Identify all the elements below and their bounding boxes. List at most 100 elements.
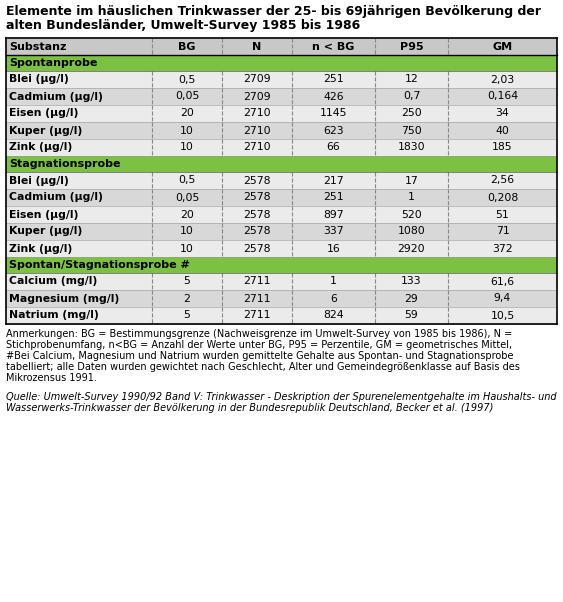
- Text: BG: BG: [178, 42, 196, 52]
- Bar: [6, 55, 557, 71]
- Text: 426: 426: [323, 92, 344, 102]
- Text: Blei (µg/l): Blei (µg/l): [9, 176, 69, 185]
- Text: Kuper (µg/l): Kuper (µg/l): [9, 226, 82, 237]
- Text: 5: 5: [184, 311, 190, 320]
- Text: Elemente im häuslichen Trinkwasser der 25- bis 69jährigen Bevölkerung der: Elemente im häuslichen Trinkwasser der 2…: [6, 5, 541, 18]
- Text: 17: 17: [405, 176, 418, 185]
- Text: tabelliert; alle Daten wurden gewichtet nach Geschlecht, Alter und Gemeindegröße: tabelliert; alle Daten wurden gewichtet …: [6, 362, 520, 372]
- Text: n < BG: n < BG: [312, 42, 355, 52]
- Text: Blei (µg/l): Blei (µg/l): [9, 75, 69, 84]
- Text: 2709: 2709: [243, 92, 271, 102]
- Text: 10: 10: [180, 226, 194, 237]
- Text: 20: 20: [180, 209, 194, 220]
- Bar: [6, 307, 557, 324]
- Bar: [6, 223, 557, 240]
- Bar: [6, 105, 557, 122]
- Text: 2710: 2710: [243, 108, 271, 119]
- Text: 1830: 1830: [397, 143, 425, 152]
- Bar: [6, 189, 557, 206]
- Text: Kuper (µg/l): Kuper (µg/l): [9, 125, 82, 135]
- Bar: [6, 38, 557, 55]
- Bar: [6, 122, 557, 139]
- Text: 66: 66: [327, 143, 341, 152]
- Text: 2709: 2709: [243, 75, 271, 84]
- Text: 2578: 2578: [243, 226, 271, 237]
- Text: 372: 372: [492, 243, 513, 253]
- Text: 2710: 2710: [243, 125, 271, 135]
- Bar: [6, 172, 557, 189]
- Text: 750: 750: [401, 125, 422, 135]
- Text: 251: 251: [323, 75, 344, 84]
- Text: 61,6: 61,6: [490, 276, 515, 287]
- Text: 2578: 2578: [243, 243, 271, 253]
- Text: Substanz: Substanz: [9, 42, 66, 52]
- Text: Eisen (µg/l): Eisen (µg/l): [9, 108, 78, 119]
- Text: 2: 2: [184, 294, 190, 303]
- Text: 2578: 2578: [243, 209, 271, 220]
- Text: 10: 10: [180, 143, 194, 152]
- Bar: [6, 257, 557, 273]
- Text: 520: 520: [401, 209, 422, 220]
- Text: 10: 10: [180, 125, 194, 135]
- Text: Magnesium (mg/l): Magnesium (mg/l): [9, 294, 119, 303]
- Text: 0,164: 0,164: [487, 92, 518, 102]
- Text: Wasserwerks-Trinkwasser der Bevölkerung in der Bundesrepublik Deutschland, Becke: Wasserwerks-Trinkwasser der Bevölkerung …: [6, 403, 493, 413]
- Text: alten Bundesländer, Umwelt-Survey 1985 bis 1986: alten Bundesländer, Umwelt-Survey 1985 b…: [6, 19, 360, 32]
- Text: 217: 217: [323, 176, 344, 185]
- Bar: [6, 88, 557, 105]
- Text: 250: 250: [401, 108, 422, 119]
- Text: 51: 51: [495, 209, 510, 220]
- Text: N: N: [252, 42, 262, 52]
- Text: 2710: 2710: [243, 143, 271, 152]
- Text: GM: GM: [493, 42, 512, 52]
- Bar: [6, 156, 557, 172]
- Bar: [6, 240, 557, 257]
- Bar: [6, 71, 557, 88]
- Text: Zink (µg/l): Zink (µg/l): [9, 143, 72, 152]
- Text: 251: 251: [323, 193, 344, 202]
- Text: 2578: 2578: [243, 193, 271, 202]
- Text: P95: P95: [400, 42, 423, 52]
- Text: 337: 337: [323, 226, 344, 237]
- Text: 897: 897: [323, 209, 344, 220]
- Text: Spontanprobe: Spontanprobe: [9, 58, 97, 68]
- Text: 824: 824: [323, 311, 344, 320]
- Text: 0,7: 0,7: [403, 92, 420, 102]
- Text: 133: 133: [401, 276, 422, 287]
- Text: 2920: 2920: [397, 243, 425, 253]
- Text: Eisen (µg/l): Eisen (µg/l): [9, 209, 78, 220]
- Text: 2,03: 2,03: [490, 75, 515, 84]
- Text: 29: 29: [405, 294, 418, 303]
- Text: 6: 6: [330, 294, 337, 303]
- Text: 1145: 1145: [320, 108, 347, 119]
- Text: 0,5: 0,5: [178, 75, 196, 84]
- Text: Stichprobenumfang, n<BG = Anzahl der Werte unter BG, P95 = Perzentile, GM = geom: Stichprobenumfang, n<BG = Anzahl der Wer…: [6, 340, 512, 350]
- Text: 1: 1: [330, 276, 337, 287]
- Text: 0,05: 0,05: [175, 92, 199, 102]
- Text: 20: 20: [180, 108, 194, 119]
- Text: 2711: 2711: [243, 294, 271, 303]
- Text: 2711: 2711: [243, 276, 271, 287]
- Text: #Bei Calcium, Magnesium und Natrium wurden gemittelte Gehalte aus Spontan- und S: #Bei Calcium, Magnesium und Natrium wurd…: [6, 351, 513, 361]
- Text: 185: 185: [492, 143, 513, 152]
- Text: 16: 16: [327, 243, 341, 253]
- Text: Mikrozensus 1991.: Mikrozensus 1991.: [6, 373, 97, 383]
- Text: 1: 1: [408, 193, 415, 202]
- Text: Quelle: Umwelt-Survey 1990/92 Band V: Trinkwasser - Deskription der Spurenelemen: Quelle: Umwelt-Survey 1990/92 Band V: Tr…: [6, 392, 557, 402]
- Bar: [6, 206, 557, 223]
- Text: Spontan/Stagnationsprobe #: Spontan/Stagnationsprobe #: [9, 260, 190, 270]
- Text: Cadmium (µg/l): Cadmium (µg/l): [9, 193, 103, 202]
- Text: 5: 5: [184, 276, 190, 287]
- Text: 0,05: 0,05: [175, 193, 199, 202]
- Text: 10: 10: [180, 243, 194, 253]
- Text: 2578: 2578: [243, 176, 271, 185]
- Text: 2711: 2711: [243, 311, 271, 320]
- Text: Natrium (mg/l): Natrium (mg/l): [9, 311, 99, 320]
- Text: 623: 623: [323, 125, 344, 135]
- Bar: [6, 290, 557, 307]
- Text: 12: 12: [405, 75, 418, 84]
- Text: 1080: 1080: [397, 226, 426, 237]
- Text: Calcium (mg/l): Calcium (mg/l): [9, 276, 97, 287]
- Text: Zink (µg/l): Zink (µg/l): [9, 243, 72, 253]
- Bar: [6, 273, 557, 290]
